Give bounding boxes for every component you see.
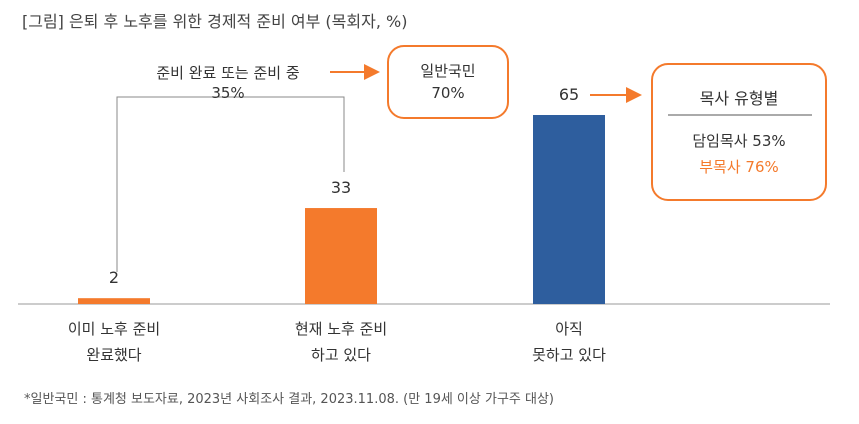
pastor-box-title: 목사 유형별 (699, 89, 779, 108)
pastor-box (651, 63, 827, 201)
general-box (387, 45, 509, 119)
chart-title: [그림] 은퇴 후 노후를 위한 경제적 준비 여부 (목회자, %) (22, 12, 408, 31)
bar-1 (78, 298, 150, 304)
general-label: 일반국민 (420, 62, 476, 80)
category-label: 현재 노후 준비 (294, 320, 388, 338)
combined-value: 35% (211, 84, 245, 102)
combined-label: 준비 완료 또는 준비 중 (156, 64, 300, 82)
general-value: 70% (431, 84, 465, 102)
associate-pastor-value: 부목사 76% (699, 158, 779, 176)
value-label: 2 (108, 268, 120, 288)
category-label: 아직 (555, 320, 583, 338)
category-label: 못하고 있다 (532, 346, 606, 364)
category-label: 하고 있다 (311, 346, 371, 364)
category-label: 완료했다 (86, 346, 142, 364)
bracket-line (116, 96, 345, 272)
bar-3 (533, 115, 605, 304)
bar-2 (305, 208, 377, 304)
value-label: 33 (330, 178, 352, 198)
category-label: 이미 노후 준비 (67, 320, 161, 338)
senior-pastor-value: 담임목사 53% (692, 132, 786, 150)
value-label: 65 (558, 85, 580, 104)
footnote: *일반국민 : 통계청 보도자료, 2023년 사회조사 결과, 2023.11… (24, 392, 554, 407)
